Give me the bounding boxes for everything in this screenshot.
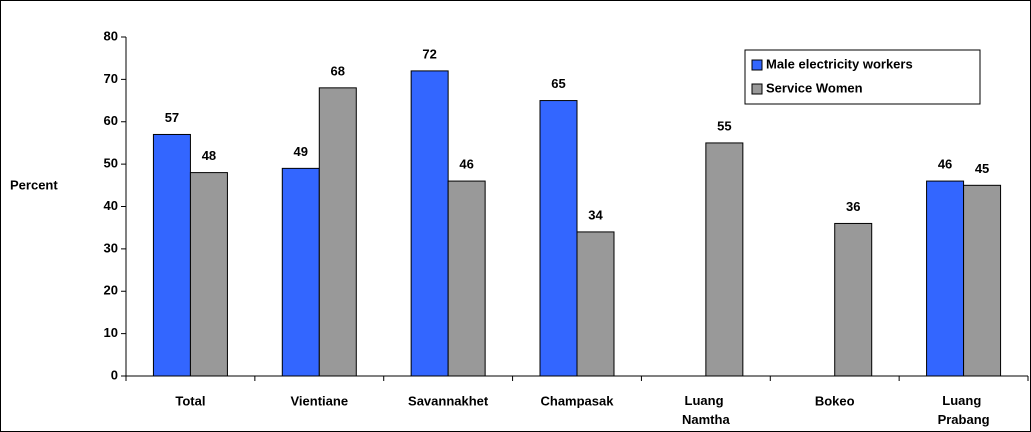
x-tick-label: Luang Namtha (682, 393, 730, 427)
x-tick-label: Total (175, 393, 205, 408)
y-tick-label: 0 (111, 367, 118, 382)
bar (705, 142, 744, 377)
data-label: 68 (331, 63, 345, 78)
x-tick-label: Bokeo (815, 393, 855, 408)
y-tick-label: 10 (104, 325, 118, 340)
y-tick-label: 20 (104, 283, 118, 298)
data-label: 34 (588, 207, 603, 222)
bar (926, 180, 965, 377)
bar (318, 87, 357, 377)
data-label: 48 (202, 148, 216, 163)
data-label: 45 (975, 161, 989, 176)
y-tick-label: 70 (104, 71, 118, 86)
data-label: 57 (165, 110, 179, 125)
bar (281, 167, 320, 377)
legend-label: Service Women (766, 80, 863, 95)
bar (410, 70, 449, 377)
legend-swatch (751, 59, 763, 71)
y-tick-label: 60 (104, 113, 118, 128)
data-label: 72 (422, 46, 436, 61)
bar (152, 133, 191, 377)
bar (447, 180, 486, 377)
bar (834, 222, 873, 377)
x-tick-label: Savannakhet (408, 393, 489, 408)
data-label: 46 (938, 157, 952, 172)
data-label: 55 (717, 118, 731, 133)
legend-label: Male electricity workers (766, 56, 913, 71)
bar (189, 172, 228, 377)
legend-swatch (751, 83, 763, 95)
data-label: 36 (846, 199, 860, 214)
bar (576, 231, 615, 377)
data-label: 65 (551, 76, 565, 91)
y-tick-label: 30 (104, 240, 118, 255)
x-tick-label: Champasak (541, 393, 615, 408)
bar (539, 100, 578, 377)
data-label: 49 (294, 144, 308, 159)
y-tick-label: 80 (104, 28, 118, 43)
data-label: 46 (459, 157, 473, 172)
bar (963, 184, 1002, 377)
legend-box (744, 49, 981, 105)
y-axis-label: Percent (10, 177, 58, 192)
y-tick-label: 40 (104, 198, 118, 213)
y-tick-label: 50 (104, 156, 118, 171)
x-tick-label: Luang Prabang (938, 393, 990, 427)
x-tick-label: Vientiane (291, 393, 349, 408)
